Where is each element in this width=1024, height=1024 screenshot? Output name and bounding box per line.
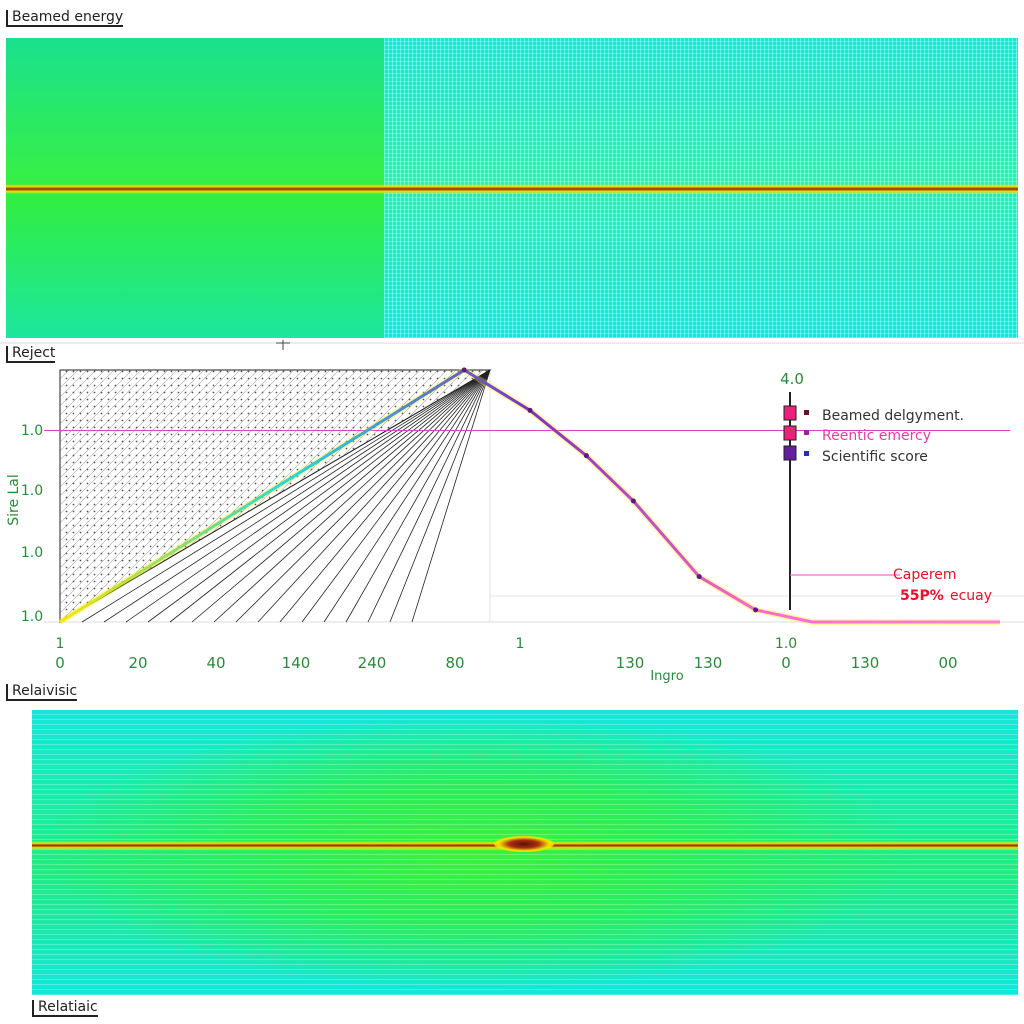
fan-line <box>81 369 491 623</box>
legend-dot-3 <box>804 451 809 456</box>
legend-label-3: Scientific score <box>822 449 928 465</box>
fan-line <box>411 369 491 623</box>
bottom-panel-label: Relaivisic <box>6 684 78 701</box>
fan-line <box>125 369 491 623</box>
x-tick-label: 20 <box>128 654 147 672</box>
y-axis-ticks: 1.0 1.0 1.0 1.0 <box>21 423 43 625</box>
fan-line <box>235 369 491 623</box>
fan-line <box>59 369 491 623</box>
x-tick-label: 40 <box>206 654 225 672</box>
x-tick-label: 130 <box>694 654 723 672</box>
y-tick-label: 1.0 <box>21 609 43 625</box>
series-point <box>753 607 759 613</box>
y-tick-label: 1.0 <box>21 423 43 439</box>
series-point <box>461 367 467 373</box>
fan-line <box>389 369 491 623</box>
footer-label: Relatiaic <box>32 1000 98 1017</box>
fan-lines <box>59 369 491 623</box>
vertical-marker-label: 4.0 <box>780 370 804 388</box>
x-tick-mark: 1 <box>516 636 525 652</box>
fan-line <box>301 369 491 623</box>
series-point <box>527 407 533 413</box>
x-tick-label: 0 <box>781 654 791 672</box>
legend: Beamed delgyment. Reentic emercy Scienti… <box>783 405 964 465</box>
annotation-3: ecuay <box>950 588 992 604</box>
y-tick-label: 1.0 <box>21 483 43 499</box>
y-axis-label: Sire Lal <box>6 474 22 526</box>
x-tick-mark: 1 <box>56 636 65 652</box>
x-tick-label: 140 <box>282 654 311 672</box>
legend-dot-2 <box>804 430 809 435</box>
x-tick-label: 130 <box>616 654 645 672</box>
middle-panel-label: Reject <box>6 346 56 363</box>
bottom-heatmap-hotspot <box>494 836 554 852</box>
top-panel-label: Beamed energy <box>6 10 124 27</box>
fan-line <box>169 369 491 623</box>
x-tick-label: 80 <box>445 654 464 672</box>
x-tick-label: 130 <box>851 654 880 672</box>
x-axis-ticks: 0 20 40 140 240 80 130 130 0 130 00 <box>55 654 957 672</box>
fan-line <box>103 369 491 623</box>
fan-line <box>257 369 491 623</box>
legend-label-1: Beamed delgyment. <box>822 408 964 424</box>
x-tick-label: 00 <box>938 654 957 672</box>
annotation-2: 55P% <box>900 588 944 604</box>
bottom-heatmap <box>32 710 1018 995</box>
legend-label-2: Reentic emercy <box>822 428 931 444</box>
bottom-heatmap-background <box>32 710 1018 995</box>
legend-swatch-2 <box>783 425 797 441</box>
fan-line <box>147 369 491 623</box>
series-points <box>461 367 759 613</box>
legend-swatch-1 <box>783 405 797 421</box>
x-axis-marks: 1 1 1.0 <box>56 636 798 652</box>
legend-swatch-3 <box>783 445 797 461</box>
fan-line <box>367 369 491 623</box>
x-tick-label: 240 <box>358 654 387 672</box>
top-heatmap <box>6 38 1018 338</box>
y-tick-label: 1.0 <box>21 545 43 561</box>
x-tick-label: 0 <box>55 654 65 672</box>
fan-line <box>213 369 491 623</box>
x-tick-mark: 1.0 <box>775 636 797 652</box>
legend-dot-1 <box>804 410 809 415</box>
crosshair-icon <box>276 340 290 350</box>
fan-line <box>191 369 491 623</box>
line-chart: 4.0 Beamed delgyment. Reentic emercy Sci… <box>0 340 1024 684</box>
series-point <box>696 574 702 580</box>
fan-line <box>279 369 491 623</box>
top-heatmap-band <box>6 184 1018 194</box>
x-axis-label: Ingro <box>650 669 683 684</box>
series-point <box>583 453 589 459</box>
series-point <box>630 498 636 504</box>
fan-line <box>345 369 491 623</box>
fan-line <box>323 369 491 623</box>
annotation-1: Caperem <box>893 567 957 583</box>
